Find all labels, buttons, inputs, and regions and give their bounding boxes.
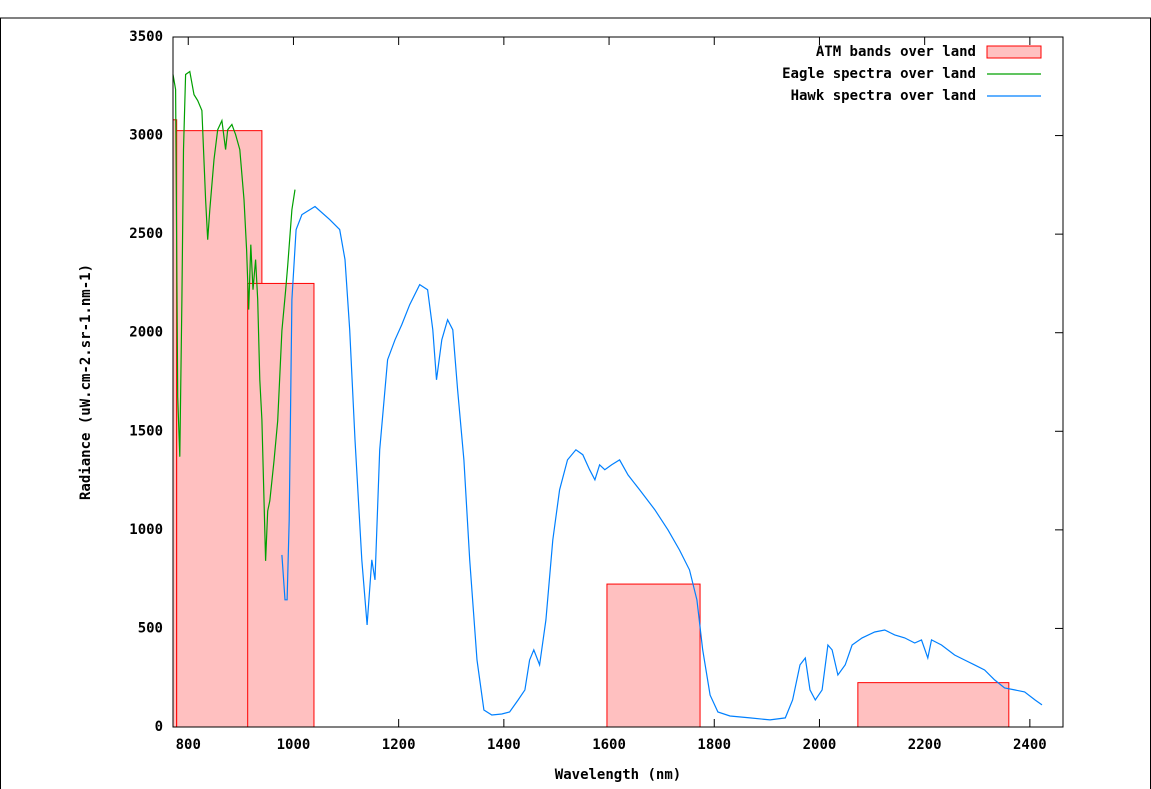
spectrum-line (281, 205, 1043, 721)
band-bar (606, 583, 701, 728)
legend-swatch (986, 45, 1042, 59)
y-tick-label: 1500 (129, 423, 163, 439)
x-tick-label: 2400 (1013, 737, 1047, 753)
legend-label: Hawk spectra over land (791, 88, 976, 104)
x-tick-label: 1200 (382, 737, 416, 753)
band-bar (857, 682, 1010, 728)
y-tick-label: 2500 (129, 226, 163, 242)
x-tick-label: 2000 (803, 737, 837, 753)
y-tick-label: 500 (138, 620, 163, 636)
y-tick-label: 3000 (129, 128, 163, 144)
plot-border (172, 36, 1064, 728)
legend-label: ATM bands over land (816, 44, 976, 60)
x-tick-label: 800 (176, 737, 201, 753)
x-tick-label: 1400 (487, 737, 521, 753)
y-tick-label: 0 (155, 719, 163, 735)
x-axis-label: Wavelength (nm) (555, 767, 681, 783)
x-tick-label: 1800 (697, 737, 731, 753)
y-tick-label: 2000 (129, 325, 163, 341)
x-tick-label: 1600 (592, 737, 626, 753)
legend-label: Eagle spectra over land (782, 66, 976, 82)
y-tick-label: 1000 (129, 522, 163, 538)
x-tick-label: 1000 (277, 737, 311, 753)
x-tick-label: 2200 (908, 737, 942, 753)
y-axis-label: Radiance (uW.cm-2.sr-1.nm-1) (78, 264, 94, 500)
y-tick-label: 3500 (129, 29, 163, 45)
spectrum-line (172, 70, 296, 561)
